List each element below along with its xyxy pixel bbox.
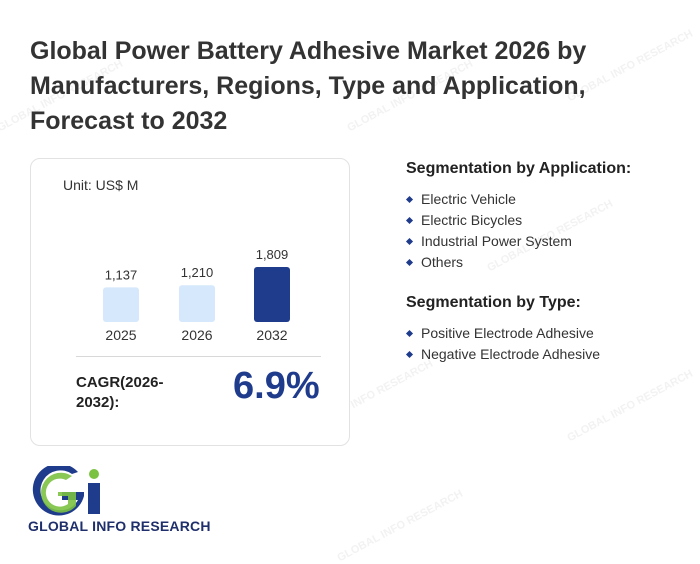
- list-item-label: Electric Bicycles: [421, 212, 523, 228]
- list-item-label: Negative Electrode Adhesive: [421, 346, 600, 362]
- bar-2025: [103, 287, 139, 322]
- data-label: 1,137: [105, 267, 138, 282]
- x-tick-label: 2026: [181, 327, 212, 343]
- list-item-label: Positive Electrode Adhesive: [421, 325, 594, 341]
- bullet-icon: [405, 237, 414, 246]
- divider: [76, 356, 321, 357]
- cagr-value: 6.9%: [233, 365, 320, 407]
- list-item: Negative Electrode Adhesive: [405, 344, 600, 365]
- bullet-icon: [405, 350, 414, 359]
- bar-2026: [179, 285, 215, 322]
- unit-label: Unit: US$ M: [63, 177, 139, 193]
- market-size-card: Unit: US$ M 1,137 2025 1,210 2026 1,809 2032 …: [30, 158, 350, 446]
- segmentation-type-title: Segmentation by Type:: [406, 294, 581, 311]
- company-logo: GLOBAL INFO RESEARCH: [28, 463, 238, 536]
- x-tick-label: 2032: [256, 327, 287, 343]
- list-item-label: Electric Vehicle: [421, 191, 516, 207]
- logo-mark-icon: [32, 463, 100, 516]
- data-label: 1,809: [256, 247, 289, 262]
- logo-name: GLOBAL INFO RESEARCH: [28, 518, 211, 534]
- bullet-icon: [405, 258, 414, 267]
- list-item-label: Others: [421, 254, 464, 270]
- list-item: Electric Bicycles: [405, 210, 572, 231]
- bar-2032: [254, 267, 290, 322]
- data-label: 1,210: [181, 265, 214, 280]
- segmentation-application-title: Segmentation by Application:: [406, 160, 632, 177]
- x-tick-label: 2025: [105, 327, 136, 343]
- segmentation-type-list: Positive Electrode Adhesive Negative Elec…: [405, 323, 600, 365]
- bullet-icon: [405, 329, 414, 338]
- watermark-text: GLOBAL INFO RESEARCH: [335, 487, 465, 564]
- list-item: Industrial Power System: [405, 231, 572, 252]
- list-item-label: Industrial Power System: [421, 233, 572, 249]
- bullet-icon: [405, 195, 414, 204]
- list-item: Positive Electrode Adhesive: [405, 323, 600, 344]
- list-item: Others: [405, 252, 572, 273]
- page-title: Global Power Battery Adhesive Market 202…: [30, 37, 587, 135]
- watermark-text: GLOBAL INFO RESEARCH: [565, 367, 695, 445]
- segmentation-application-list: Electric Vehicle Electric Bicycles Industr…: [405, 189, 572, 273]
- bar-chart: 1,137 2025 1,210 2026 1,809 2032: [103, 247, 290, 343]
- cagr-label: CAGR(2026-2032):: [76, 374, 164, 411]
- bullet-icon: [405, 216, 414, 225]
- list-item: Electric Vehicle: [405, 189, 572, 210]
